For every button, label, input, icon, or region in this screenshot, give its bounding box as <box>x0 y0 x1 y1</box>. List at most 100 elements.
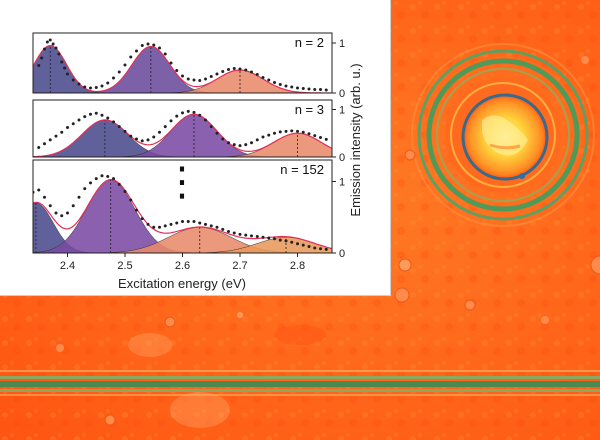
data-point <box>181 220 184 224</box>
data-point <box>163 224 167 228</box>
data-point <box>54 211 58 215</box>
data-point <box>215 72 219 76</box>
data-point <box>140 217 144 221</box>
data-point <box>227 68 230 71</box>
data-point <box>37 64 41 67</box>
data-point <box>255 138 259 142</box>
data-point <box>238 144 242 148</box>
data-point <box>261 135 265 139</box>
data-point <box>77 118 81 122</box>
data-point <box>284 84 288 88</box>
data-point <box>54 46 58 50</box>
data-point <box>250 70 253 74</box>
data-point <box>51 42 55 46</box>
data-point <box>261 235 265 239</box>
data-point <box>301 87 305 90</box>
data-point <box>71 204 75 208</box>
data-point <box>296 129 299 133</box>
data-point <box>273 237 276 241</box>
data-point <box>198 221 202 225</box>
data-point <box>301 243 305 247</box>
data-point <box>186 220 190 224</box>
data-point <box>307 87 311 91</box>
data-point <box>94 111 98 115</box>
data-point <box>152 43 156 47</box>
data-point <box>43 195 46 199</box>
data-point <box>198 79 202 82</box>
data-point <box>209 125 213 129</box>
panel-frame-2 <box>32 99 333 158</box>
data-point <box>163 125 167 129</box>
data-point <box>319 247 322 251</box>
data-point <box>48 38 52 42</box>
data-point <box>284 129 288 133</box>
data-point <box>267 133 271 137</box>
x-axis: 2.4 2.5 2.6 2.7 2.8 <box>60 253 305 272</box>
data-point <box>117 70 121 74</box>
data-point <box>278 238 282 242</box>
y-tick-label: 1 <box>339 38 345 50</box>
data-point <box>77 195 81 199</box>
data-point <box>181 111 184 115</box>
y-tick-label: 1 <box>339 176 345 188</box>
data-point <box>267 236 271 240</box>
data-point <box>135 208 138 212</box>
data-point <box>83 187 87 191</box>
data-point <box>244 68 248 72</box>
data-point <box>319 136 322 140</box>
data-point <box>267 78 271 82</box>
waveguide-stripe <box>0 370 600 396</box>
data-point <box>100 84 104 88</box>
data-point <box>94 86 98 89</box>
data-point <box>45 40 49 44</box>
ring-structure <box>411 43 595 227</box>
data-point <box>238 232 242 236</box>
data-point <box>40 56 44 60</box>
panel-3: 0 1 n = 152 <box>32 159 345 260</box>
data-point <box>94 177 98 181</box>
data-point <box>129 134 133 138</box>
data-point <box>129 198 133 202</box>
faint-texture <box>128 325 326 428</box>
data-point <box>313 246 317 250</box>
data-point <box>163 52 167 56</box>
data-point <box>290 240 294 244</box>
fit-line-2 <box>33 113 332 157</box>
data-point <box>100 113 104 117</box>
data-point <box>307 132 311 136</box>
data-point <box>43 47 46 51</box>
data-point <box>175 69 179 72</box>
data-point <box>204 77 207 81</box>
data-point <box>215 225 219 229</box>
data-point <box>43 142 46 146</box>
data-point <box>89 181 92 185</box>
data-point <box>186 109 190 113</box>
data-point <box>83 115 87 119</box>
data-point <box>192 220 196 224</box>
data-point <box>296 86 299 90</box>
data-point <box>273 81 276 84</box>
panel-label-3: n = 152 <box>280 162 324 177</box>
data-point <box>255 73 259 76</box>
data-point <box>83 85 87 89</box>
data-point <box>244 233 248 237</box>
x-tick-label: 2.6 <box>175 260 190 272</box>
data-point <box>106 81 110 85</box>
data-point <box>140 139 144 143</box>
data-point <box>324 88 328 92</box>
peak-area-3-4 <box>33 237 332 253</box>
data-point <box>77 82 81 86</box>
data-point <box>123 129 127 133</box>
y-tick-label: 0 <box>339 152 345 164</box>
data-point <box>66 211 69 215</box>
data-point <box>313 88 317 91</box>
fit-line-1 <box>33 44 332 93</box>
data-point <box>66 72 69 76</box>
data-point <box>158 130 161 134</box>
data-point <box>244 143 248 147</box>
data-point <box>290 129 294 133</box>
data-point <box>250 141 253 145</box>
data-point <box>158 225 161 229</box>
data-point <box>227 141 230 145</box>
